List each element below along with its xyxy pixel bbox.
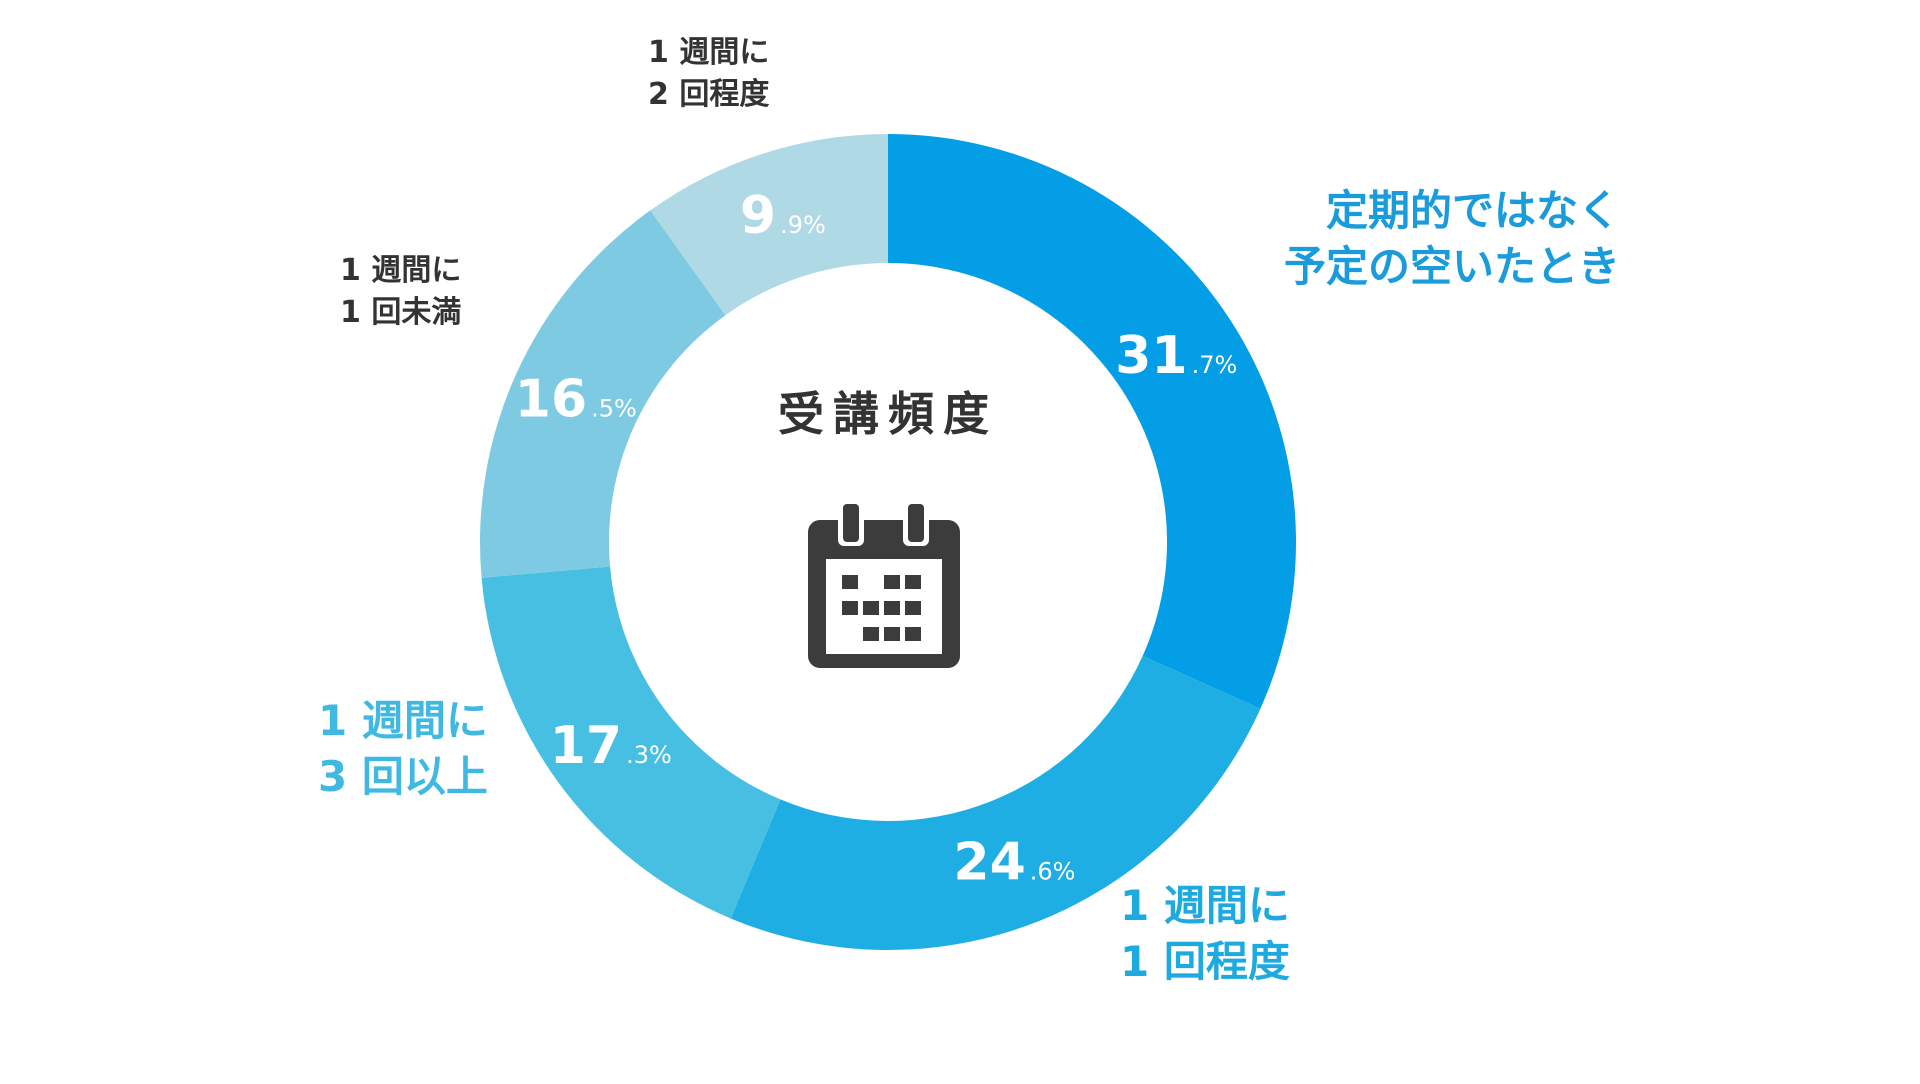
- chart-title: 受講頻度: [778, 387, 998, 441]
- slice-4: [480, 210, 726, 578]
- value-label-5: 9.9%: [740, 186, 826, 246]
- slice-2: [730, 656, 1261, 951]
- calendar-icon: [808, 500, 960, 668]
- value-labels-group: 31.7% 24.6% 17.3% 16.5% 9.9%: [515, 186, 1238, 892]
- slice-3: [481, 566, 781, 919]
- slice-5: [650, 134, 888, 316]
- category-label-5: 1 週間に 2 回程度: [648, 35, 769, 112]
- value-label-1: 31.7%: [1115, 326, 1237, 386]
- category-label-3: 1 週間に 3 回以上: [318, 696, 488, 801]
- value-label-4: 16.5%: [515, 370, 637, 430]
- category-label-4: 1 週間に 1 回未満: [340, 253, 461, 330]
- slices-group: [480, 134, 1296, 951]
- value-label-3: 17.3%: [550, 716, 672, 776]
- category-label-2: 1 週間に 1 回程度: [1120, 881, 1290, 986]
- category-label-1: 定期的ではなく予定の空いたとき: [1284, 186, 1620, 291]
- category-labels-group: 定期的ではなく予定の空いたとき 1 週間に 1 回程度 1 週間に 3 回以上 1 週間に…: [318, 35, 1620, 986]
- slice-1: [888, 134, 1296, 709]
- value-label-2: 24.6%: [953, 832, 1075, 892]
